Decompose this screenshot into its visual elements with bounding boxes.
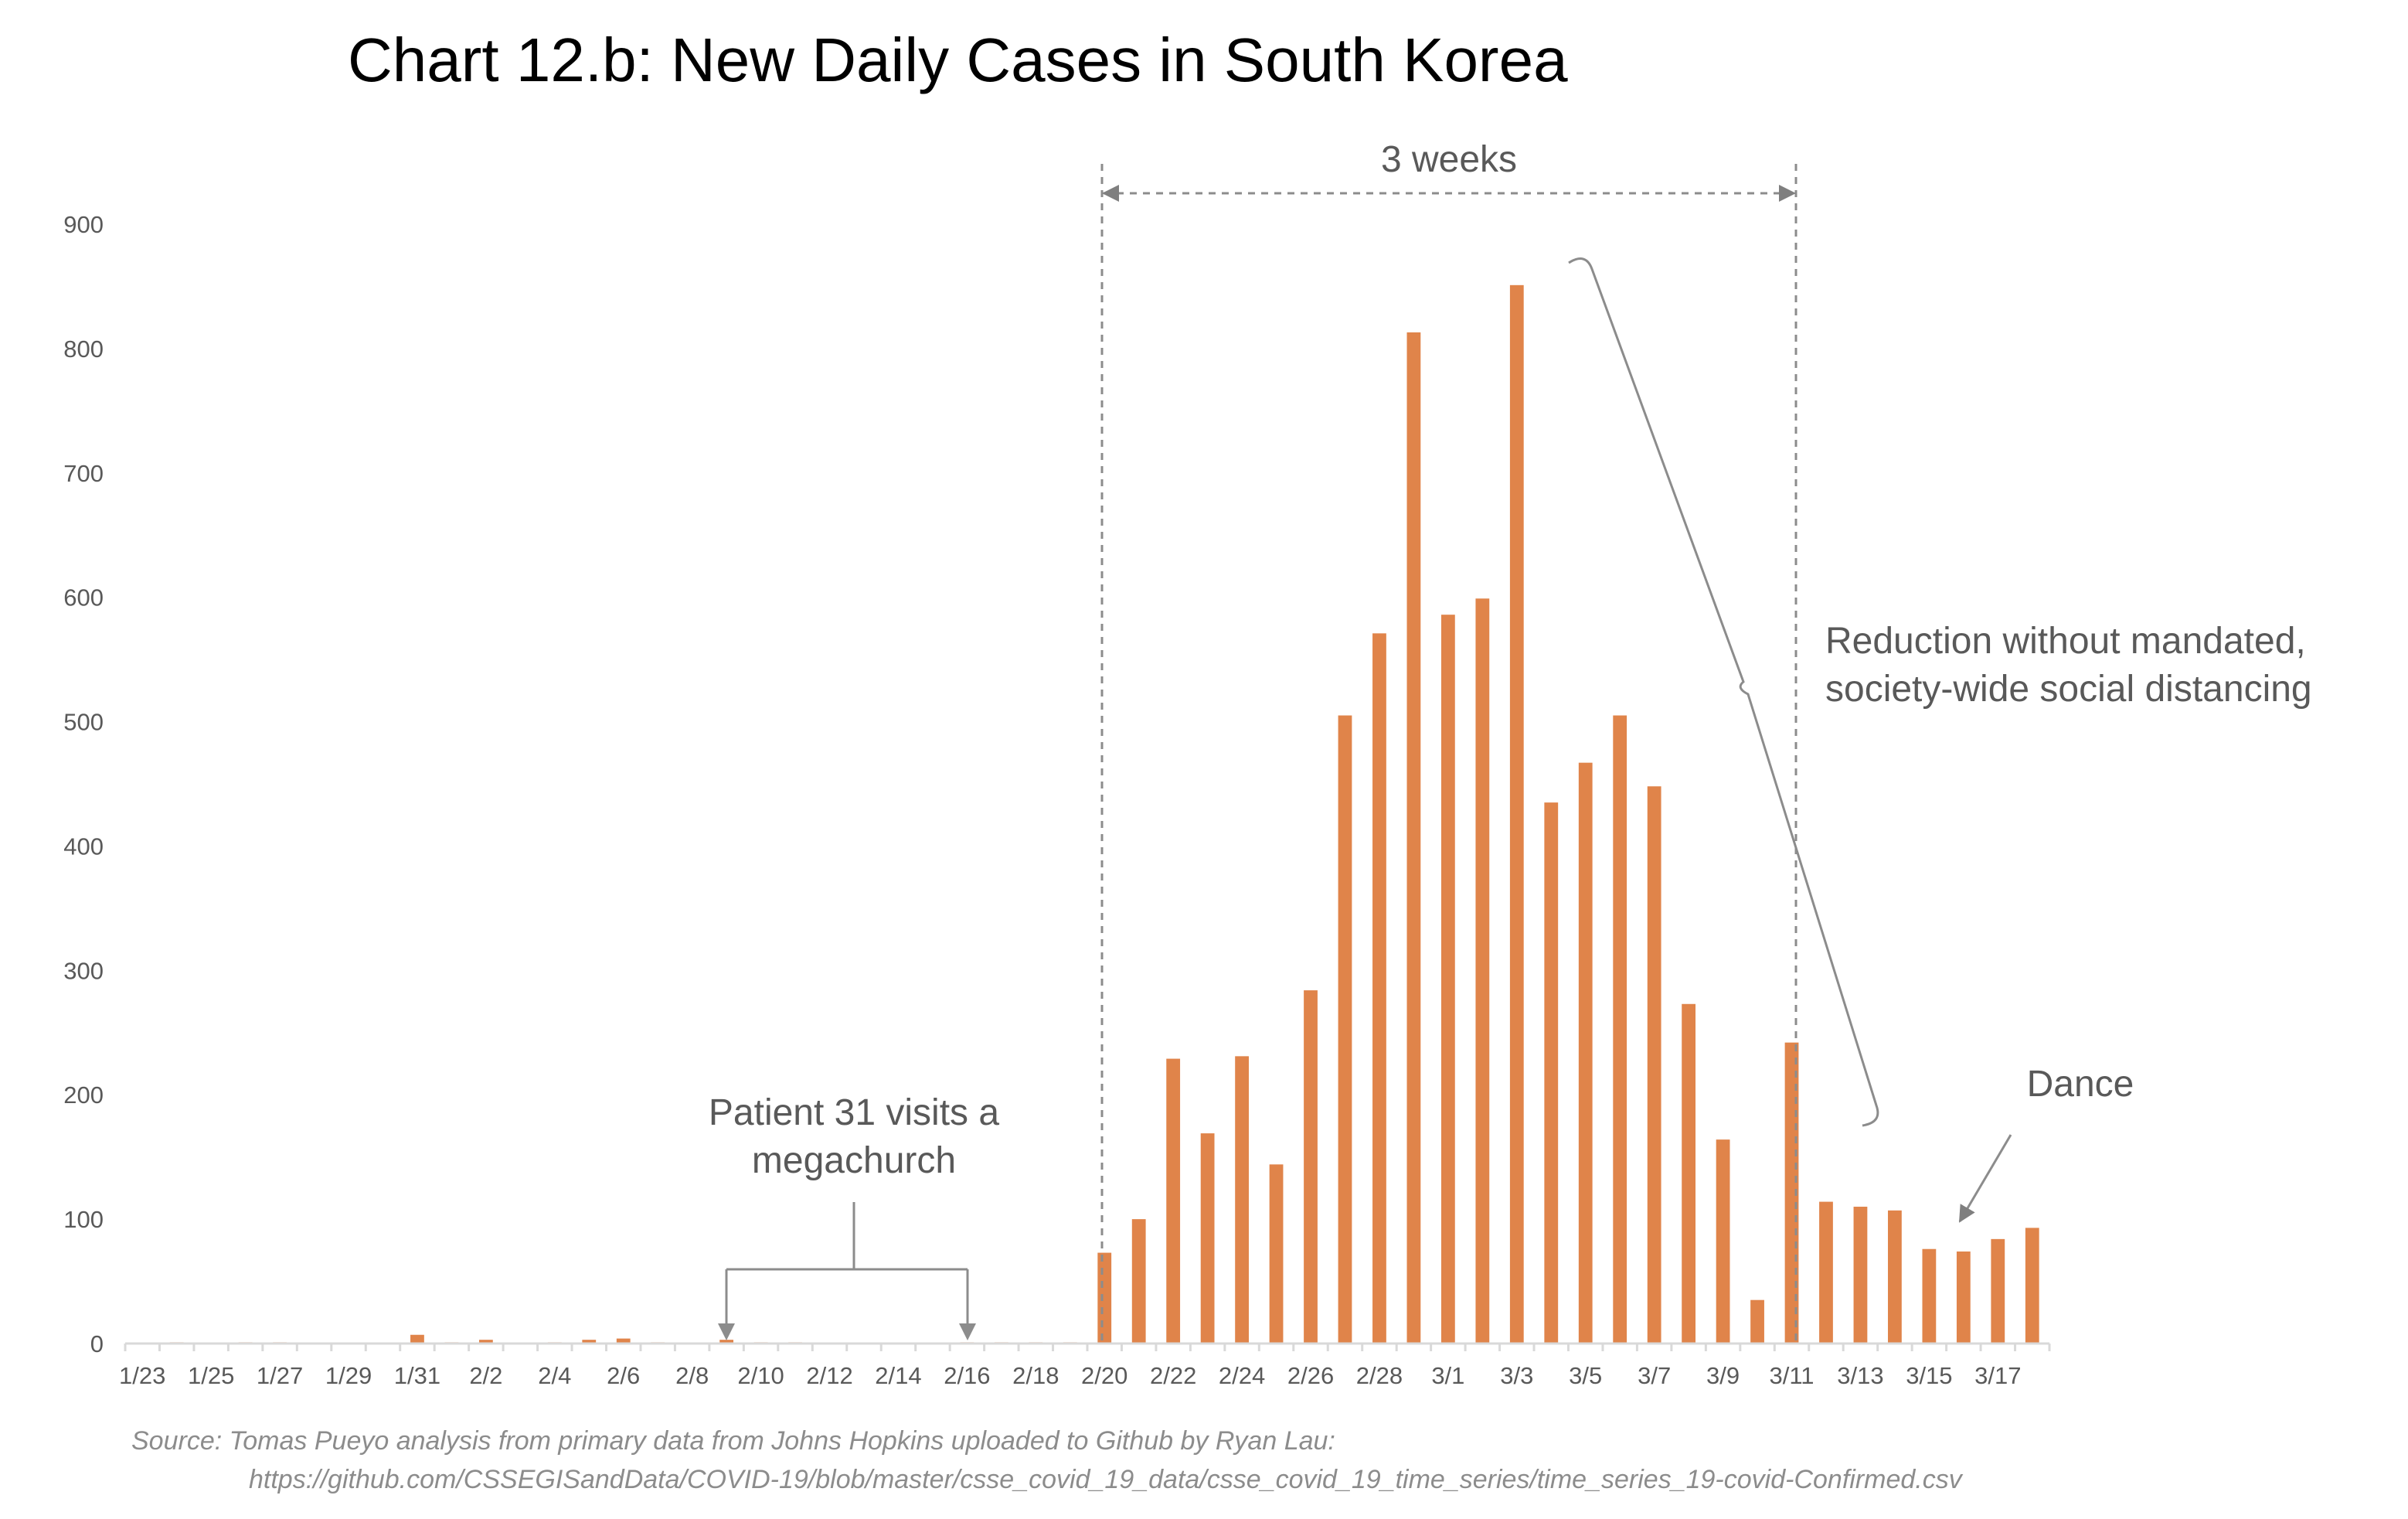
y-tick-label: 300 [63, 957, 104, 984]
three-weeks-annotation: 3 weeks [1100, 139, 1797, 1345]
bar-2-2 [478, 1340, 493, 1344]
x-tick-label: 3/3 [1500, 1362, 1533, 1389]
x-tick-label: 2/22 [1150, 1362, 1196, 1389]
x-tick-label: 3/9 [1706, 1362, 1740, 1389]
y-tick-label: 700 [63, 460, 104, 487]
y-tick-label: 0 [90, 1330, 104, 1357]
bar-2-9 [719, 1340, 734, 1344]
x-tick-label: 2/26 [1287, 1362, 1334, 1389]
bar-2-23 [1200, 1133, 1215, 1344]
bar-2-27 [1338, 715, 1352, 1344]
bar-3-6 [1613, 715, 1627, 1344]
x-tick-label: 3/15 [1906, 1362, 1952, 1389]
reduction-label-line2: society-wide social distancing [1825, 669, 2312, 710]
bar-3-17 [1991, 1238, 2005, 1344]
source-line2: https://github.com/CSSEGISandData/COVID-… [249, 1465, 1964, 1494]
bar-3-18 [2025, 1228, 2039, 1344]
bar-3-12 [1819, 1201, 1833, 1344]
bar-2-25 [1269, 1164, 1284, 1344]
bar-2-26 [1304, 990, 1318, 1344]
x-tick-label: 1/23 [119, 1362, 165, 1389]
y-tick-label: 500 [63, 709, 104, 736]
y-tick-label: 100 [63, 1206, 104, 1233]
bar-3-1 [1440, 615, 1455, 1344]
x-axis: 1/23 1/25 1/27 1/29 1/31 2/2 2/4 2/6 2/8 2/10 2/12… [119, 1344, 2051, 1389]
dance-arrow [1958, 1134, 2012, 1223]
x-tick-label: 2/4 [538, 1362, 571, 1389]
bar-2-22 [1166, 1058, 1181, 1344]
bar-3-9 [1716, 1139, 1730, 1344]
y-tick-label: 800 [63, 335, 104, 363]
bar-2-29 [1406, 332, 1421, 1344]
bar-3-13 [1853, 1207, 1868, 1344]
patient31-bracket [725, 1202, 969, 1323]
x-tick-label: 2/10 [737, 1362, 784, 1389]
x-tick-label: 2/14 [875, 1362, 921, 1389]
bar-2-28 [1372, 633, 1386, 1344]
patient31-annotation: Patient 31 visits a megachurch [709, 1092, 1000, 1340]
three-weeks-label: 3 weeks [1381, 139, 1517, 180]
bar-2-20 [1097, 1252, 1112, 1344]
x-tick-label: 2/8 [675, 1362, 709, 1389]
bar-3-2 [1475, 598, 1490, 1344]
bar-3-10 [1750, 1299, 1764, 1344]
reduction-brace [1568, 257, 1879, 1127]
patient31-label-line1: Patient 31 visits a [709, 1092, 1000, 1133]
x-tick-label: 3/11 [1769, 1362, 1814, 1389]
y-tick-label: 200 [63, 1081, 104, 1109]
x-tick-label: 3/1 [1431, 1362, 1464, 1389]
x-tick-label: 1/29 [325, 1362, 372, 1389]
bar-3-7 [1647, 786, 1661, 1344]
bar-2-24 [1235, 1056, 1249, 1344]
bar-3-3 [1509, 284, 1524, 1344]
x-tick-label: 2/18 [1012, 1362, 1059, 1389]
bars [169, 284, 2039, 1344]
x-tick-label: 1/25 [188, 1362, 234, 1389]
x-tick-label: 3/7 [1638, 1362, 1671, 1389]
bar-3-4 [1544, 802, 1559, 1344]
x-tick-label: 2/20 [1081, 1362, 1127, 1389]
reduction-annotation: Reduction without mandated, society-wide… [1568, 257, 2312, 1127]
x-tick-label: 2/28 [1356, 1362, 1403, 1389]
dance-label: Dance [2027, 1064, 2134, 1105]
patient31-left-arrowhead [718, 1323, 735, 1340]
bar-3-5 [1578, 762, 1593, 1344]
y-tick-label: 400 [63, 833, 104, 860]
x-tick-label: 3/17 [1974, 1362, 2021, 1389]
bar-2-6 [616, 1338, 631, 1344]
bar-3-14 [1888, 1210, 1902, 1344]
x-tick-label: 1/31 [394, 1362, 440, 1389]
y-tick-label: 900 [63, 211, 104, 238]
x-tick-label: 3/5 [1569, 1362, 1602, 1389]
bar-3-15 [1922, 1248, 1937, 1344]
y-axis: 0 100 200 300 400 500 600 700 800 900 [63, 211, 104, 1357]
x-tick-label: 2/16 [944, 1362, 990, 1389]
patient31-right-arrowhead [959, 1323, 976, 1340]
bar-1-31 [410, 1334, 424, 1344]
bar-3-16 [1956, 1251, 1971, 1344]
x-tick-label: 1/27 [257, 1362, 303, 1389]
y-tick-label: 600 [63, 584, 104, 611]
x-tick-label: 2/2 [469, 1362, 502, 1389]
x-tick-label: 2/6 [607, 1362, 640, 1389]
chart-title: Chart 12.b: New Daily Cases in South Kor… [348, 26, 1568, 94]
reduction-label-line1: Reduction without mandated, [1825, 621, 2306, 662]
x-tick-label: 2/24 [1219, 1362, 1265, 1389]
bar-2-21 [1131, 1219, 1146, 1344]
bar-3-8 [1682, 1003, 1696, 1344]
source-line1: Source: Tomas Pueyo analysis from primar… [131, 1426, 1335, 1456]
patient31-label-line2: megachurch [752, 1140, 956, 1181]
x-tick-label: 2/12 [806, 1362, 852, 1389]
bar-2-5 [582, 1340, 597, 1344]
x-tick-label: 3/13 [1837, 1362, 1883, 1389]
dance-annotation: Dance [1958, 1064, 2134, 1223]
